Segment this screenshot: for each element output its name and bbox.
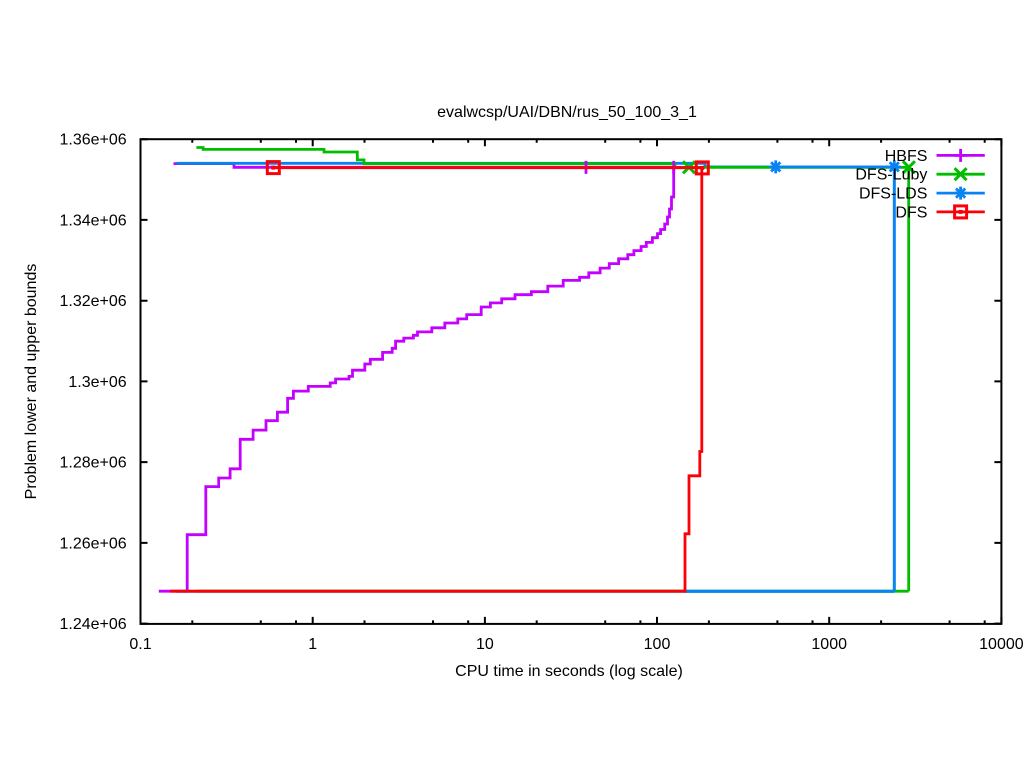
- svg-text:DFS-LDS: DFS-LDS: [859, 186, 927, 203]
- svg-text:Problem lower and upper bounds: Problem lower and upper bounds: [23, 264, 40, 500]
- svg-text:100: 100: [644, 636, 671, 653]
- svg-text:1000: 1000: [811, 636, 847, 653]
- svg-text:10000: 10000: [979, 636, 1024, 653]
- svg-text:10: 10: [476, 636, 494, 653]
- svg-text:0.1: 0.1: [129, 636, 151, 653]
- svg-text:1.32e+06: 1.32e+06: [60, 293, 127, 310]
- svg-text:1.3e+06: 1.3e+06: [68, 374, 126, 391]
- svg-text:1.26e+06: 1.26e+06: [60, 535, 127, 552]
- svg-text:CPU time in seconds (log scale: CPU time in seconds (log scale): [455, 663, 683, 680]
- svg-text:evalwcsp/UAI/DBN/rus_50_100_3_: evalwcsp/UAI/DBN/rus_50_100_3_1: [437, 104, 697, 121]
- svg-text:1.34e+06: 1.34e+06: [60, 212, 127, 229]
- svg-text:DFS-Luby: DFS-Luby: [855, 167, 927, 184]
- svg-text:1.36e+06: 1.36e+06: [60, 132, 127, 149]
- svg-text:HBFS: HBFS: [885, 148, 928, 165]
- svg-text:1.24e+06: 1.24e+06: [60, 616, 127, 633]
- svg-text:1: 1: [308, 636, 317, 653]
- svg-text:DFS: DFS: [895, 204, 927, 221]
- svg-text:1.28e+06: 1.28e+06: [60, 455, 127, 472]
